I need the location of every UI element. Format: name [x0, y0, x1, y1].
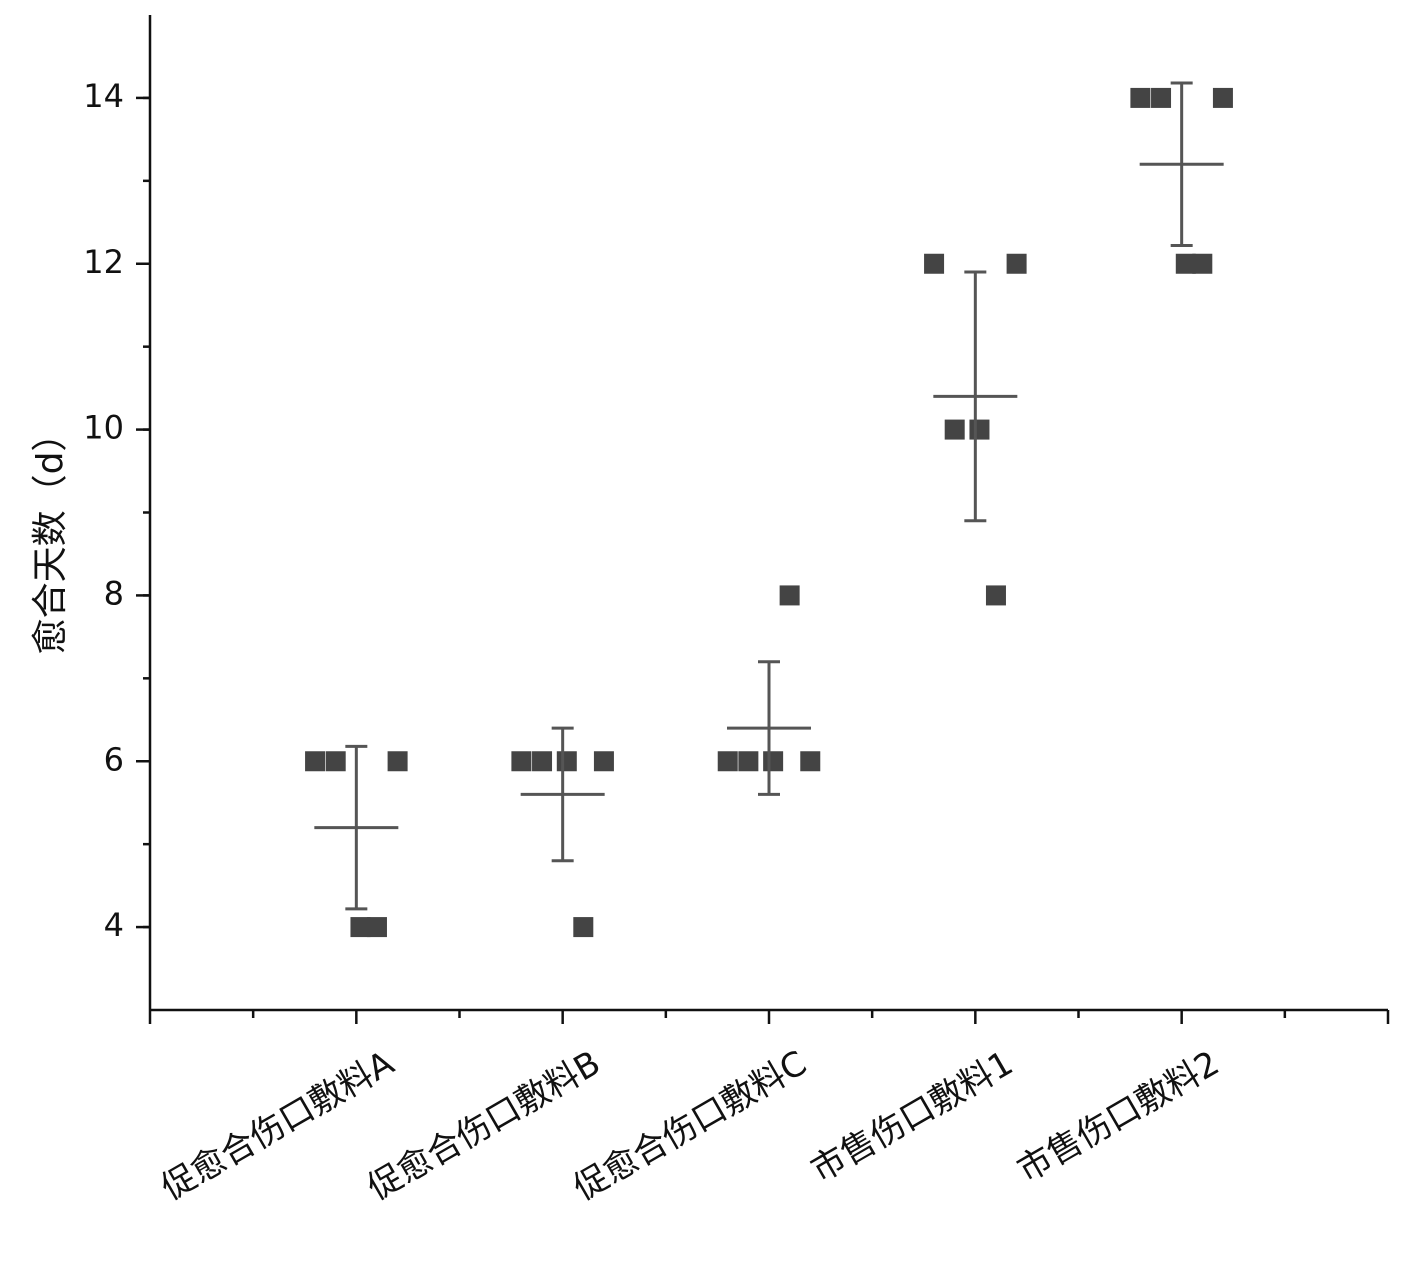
point: [1006, 253, 1027, 274]
x-tick-label: 市售伤口敷料1: [804, 1043, 1019, 1190]
point: [1151, 87, 1172, 108]
y-tick-label: 8: [104, 574, 124, 612]
y-tick-label: 12: [83, 243, 124, 281]
y-tick-label: 6: [104, 740, 124, 778]
point: [738, 751, 759, 772]
x-tick-label: 促愈合伤口敷料B: [361, 1043, 607, 1208]
point: [350, 917, 371, 938]
point: [717, 751, 738, 772]
point: [532, 751, 553, 772]
x-tick-label: 促愈合伤口敷料C: [567, 1043, 814, 1209]
point: [1192, 253, 1213, 274]
point: [325, 751, 346, 772]
point: [573, 917, 594, 938]
point: [366, 917, 387, 938]
y-axis-label: 愈合天数（d）: [30, 416, 71, 655]
y-tick-label: 10: [83, 409, 124, 447]
point: [1175, 253, 1196, 274]
point: [556, 751, 577, 772]
point: [511, 751, 532, 772]
point: [1212, 87, 1233, 108]
point: [779, 585, 800, 606]
point: [593, 751, 614, 772]
point: [763, 751, 784, 772]
point: [800, 751, 821, 772]
point: [387, 751, 408, 772]
x-tick-label: 市售伤口敷料2: [1011, 1043, 1226, 1190]
point: [924, 253, 945, 274]
point: [969, 419, 990, 440]
point: [944, 419, 965, 440]
y-tick-label: 14: [83, 77, 124, 115]
point: [305, 751, 326, 772]
point: [985, 585, 1006, 606]
y-tick-label: 4: [104, 906, 124, 944]
x-tick-label: 促愈合伤口敷料A: [155, 1043, 401, 1208]
point: [1130, 87, 1151, 108]
